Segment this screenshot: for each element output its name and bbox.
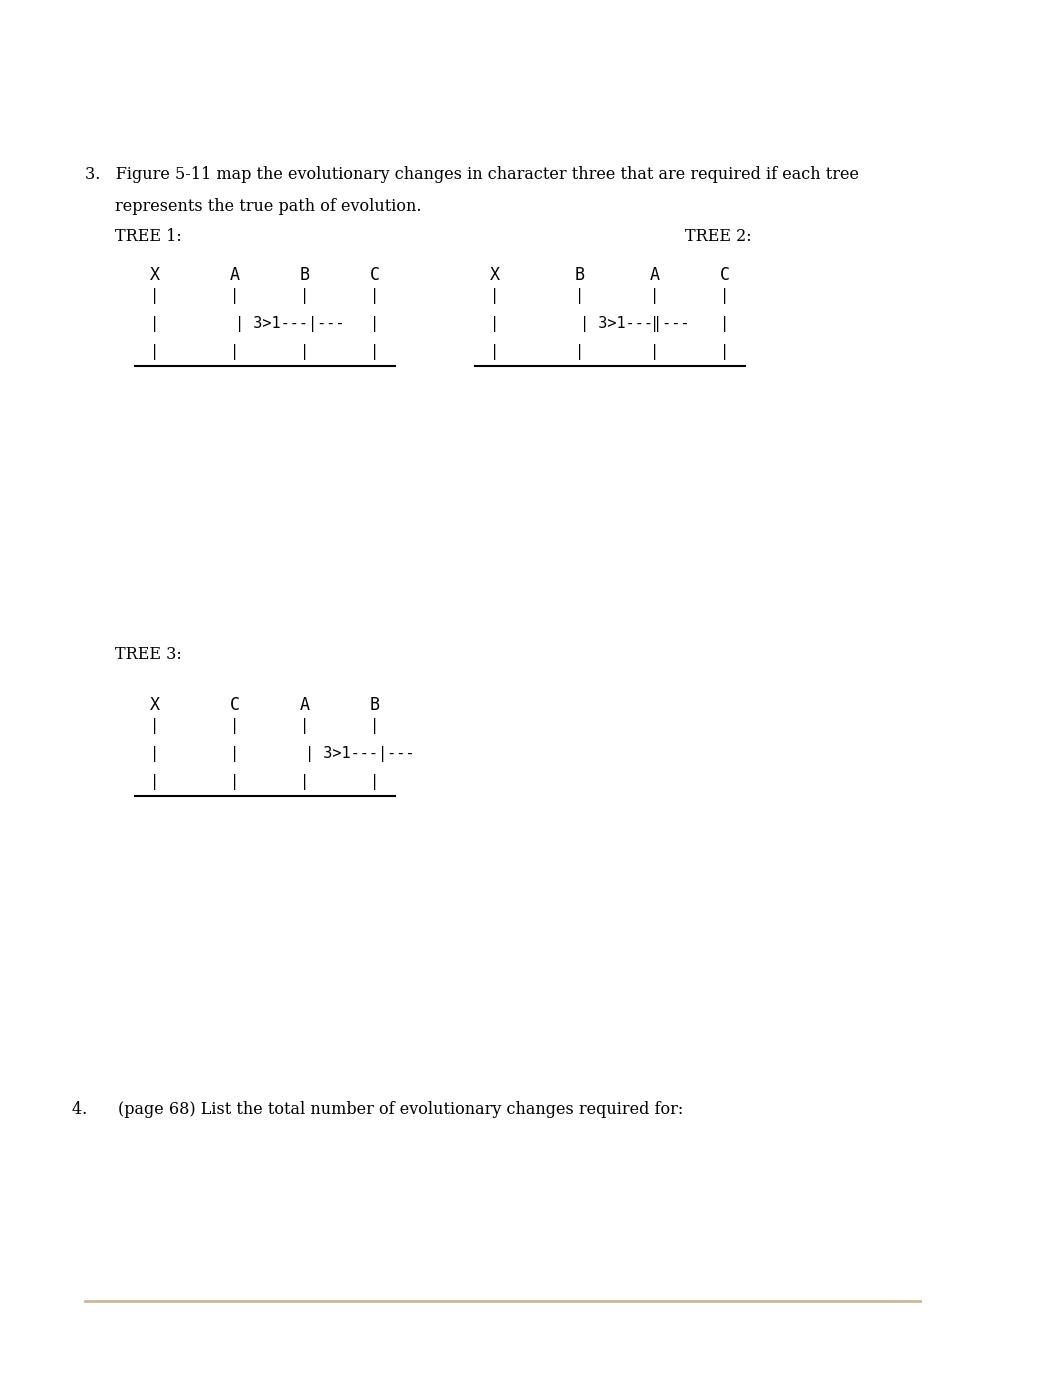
Text: |: | [371,344,379,361]
Text: C: C [370,266,380,283]
Text: 3.   Figure 5-11 map the evolutionary changes in character three that are requir: 3. Figure 5-11 map the evolutionary chan… [85,166,859,183]
Text: |: | [151,773,159,790]
Text: |: | [650,288,660,304]
Text: |: | [301,773,309,790]
Text: |: | [371,718,379,733]
Text: B: B [299,266,310,283]
Text: X: X [150,266,160,283]
Text: TREE 3:: TREE 3: [115,645,182,663]
Text: |: | [650,344,660,361]
Text: X: X [150,696,160,714]
Text: |: | [230,718,240,733]
Text: |: | [650,316,660,332]
Text: TREE 2:: TREE 2: [685,228,752,245]
Text: |: | [151,344,159,361]
Text: |: | [230,773,240,790]
Text: |: | [491,288,499,304]
Text: |: | [151,288,159,304]
Text: 4.      (page 68) List the total number of evolutionary changes required for:: 4. (page 68) List the total number of ev… [72,1101,683,1117]
Text: |: | [720,316,730,332]
Text: A: A [650,266,660,283]
Text: |: | [151,718,159,733]
Text: |: | [371,288,379,304]
Text: |: | [230,344,240,361]
Text: |: | [576,288,584,304]
Text: |: | [491,316,499,332]
Text: |: | [151,316,159,332]
Text: X: X [490,266,500,283]
Text: A: A [230,266,240,283]
Text: |: | [301,718,309,733]
Text: | 3>1---|---: | 3>1---|--- [235,316,344,332]
Text: |: | [301,344,309,361]
Text: |: | [230,288,240,304]
Text: |: | [371,773,379,790]
Text: |: | [576,344,584,361]
Text: |: | [720,344,730,361]
Text: | 3>1---|---: | 3>1---|--- [305,746,414,762]
Text: B: B [575,266,585,283]
Text: |: | [230,746,240,762]
Text: | 3>1---|---: | 3>1---|--- [580,316,689,332]
Text: B: B [370,696,380,714]
Text: represents the true path of evolution.: represents the true path of evolution. [115,198,422,215]
Text: |: | [151,746,159,762]
Text: C: C [720,266,730,283]
Text: |: | [491,344,499,361]
Text: A: A [299,696,310,714]
Text: TREE 1:: TREE 1: [115,228,182,245]
Text: |: | [301,288,309,304]
Text: |: | [371,316,379,332]
Text: C: C [230,696,240,714]
Text: |: | [720,288,730,304]
